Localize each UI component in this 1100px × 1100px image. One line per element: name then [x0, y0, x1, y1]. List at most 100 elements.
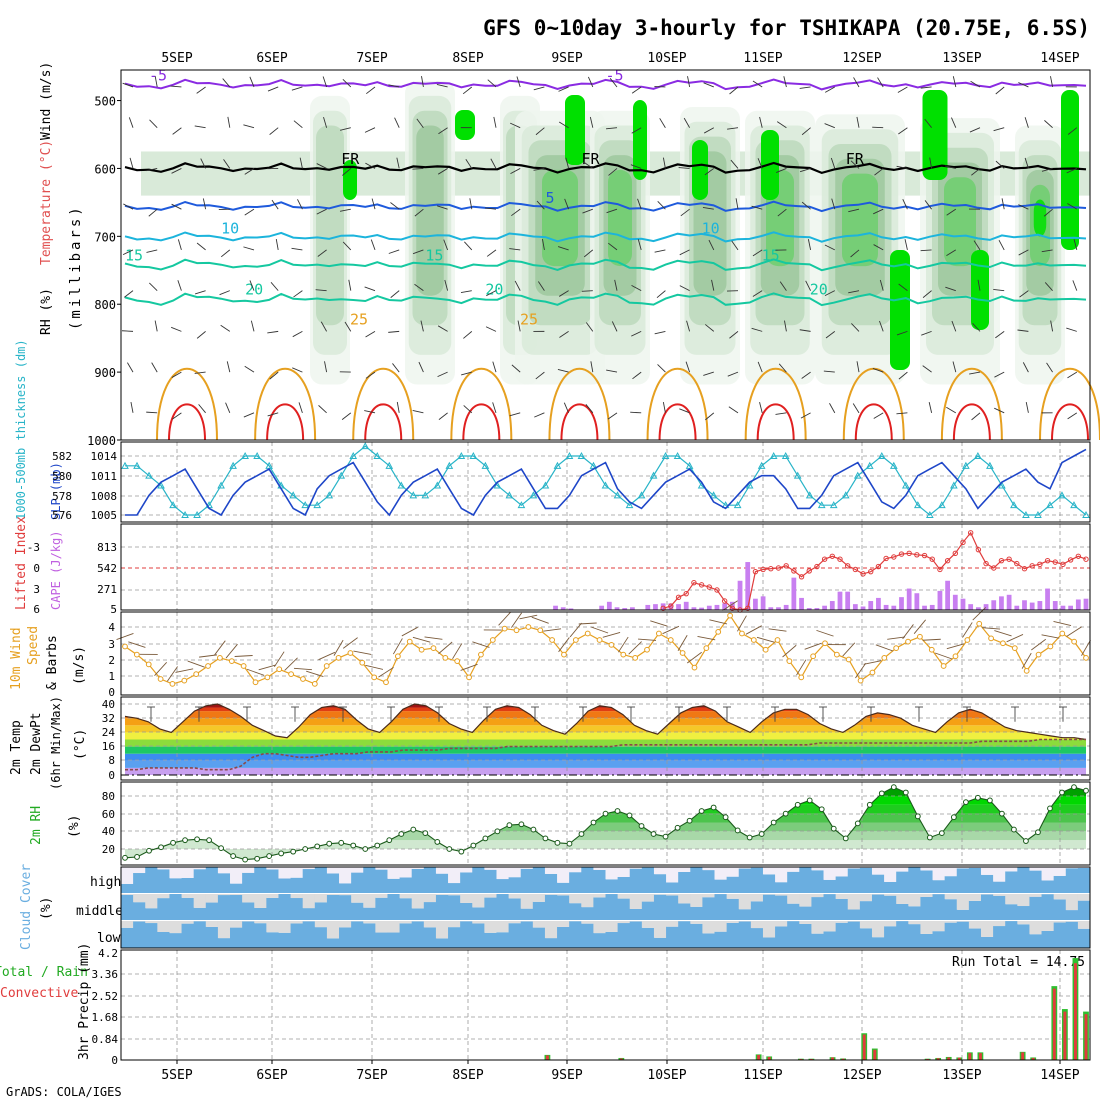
- precip-conv-bar: [957, 1057, 961, 1060]
- cloud-cell: [762, 894, 776, 920]
- cape-bar: [876, 597, 881, 610]
- wind-barb: [390, 290, 400, 298]
- wind-barb: [170, 326, 182, 332]
- cloud-cell: [1041, 930, 1055, 948]
- isotherm-30-loop: [364, 403, 403, 441]
- panel-frame: [120, 611, 1091, 696]
- wind-barb: [757, 361, 763, 373]
- thickness-series-point: [974, 451, 982, 459]
- cloud-cell: [278, 932, 292, 948]
- temp-tick-label: 32: [102, 712, 115, 725]
- cloud-cell-clear: [423, 894, 437, 903]
- isotherm-30-loop: [854, 403, 893, 441]
- rh2m-series-point: [782, 810, 789, 817]
- cloud-cell: [859, 867, 873, 893]
- wind-barb: [631, 330, 642, 337]
- precip-conv-bar: [968, 1053, 972, 1060]
- wind10m-barb: [842, 642, 856, 657]
- wind10m-barb: [768, 628, 787, 632]
- thickness-series-point: [349, 451, 358, 459]
- wind-barb: [388, 330, 400, 333]
- freezing-level-label: FR: [581, 150, 600, 168]
- cloud-cell-clear: [811, 921, 825, 934]
- wind10m-series-point: [703, 645, 710, 652]
- lifted-index-point: [944, 557, 951, 564]
- thickness-series-point: [1082, 510, 1090, 518]
- wind-barb: [412, 167, 424, 170]
- rh2m-series-point: [566, 840, 573, 847]
- cloud-cell: [932, 880, 946, 893]
- wind-barb: [752, 290, 763, 297]
- rh2m-series-point: [914, 813, 921, 820]
- cloud-cell: [714, 931, 728, 948]
- wind10m-series-point: [525, 624, 532, 630]
- wind-barb: [729, 86, 739, 95]
- rh2m-series-point: [398, 831, 405, 837]
- cape-bar: [568, 608, 574, 610]
- cape-bar: [676, 604, 681, 610]
- wind-barb: [437, 168, 448, 175]
- wind-barb: [291, 247, 303, 251]
- cloud-cell: [181, 923, 195, 948]
- wind-barb: [778, 363, 787, 373]
- wind-barb: [879, 320, 884, 332]
- wind10m-barb: [175, 668, 194, 673]
- wind10m-series-point: [335, 654, 342, 661]
- wind10m-barb: [737, 615, 747, 632]
- wind10m-series-point: [371, 674, 378, 681]
- wind10m-barb: [796, 659, 807, 676]
- rh-shade: [842, 173, 878, 267]
- wind10m-series-point: [632, 654, 639, 661]
- rh2m-series-point: [698, 808, 705, 814]
- wind-barb: [536, 200, 545, 210]
- cloud-cell: [702, 870, 716, 893]
- wind-barb: [122, 82, 134, 88]
- isotherm-25-loop: [548, 367, 611, 441]
- wind10m-series-point: [964, 637, 971, 643]
- cape-bar: [822, 605, 827, 610]
- wind-barb: [396, 157, 400, 169]
- wind10m-series-point: [240, 663, 247, 669]
- thickness-series-point: [745, 481, 754, 489]
- cloud-cell-clear: [666, 921, 679, 927]
- wind-barb: [348, 279, 352, 291]
- isotherm-25-label: 25: [520, 311, 538, 329]
- lifted-index-point: [791, 568, 797, 574]
- thickness-series-point: [421, 491, 430, 499]
- lifted-index-point: [929, 556, 935, 562]
- wind-barb: [896, 165, 908, 169]
- precip-conv-bar: [841, 1058, 845, 1060]
- wind-barb: [1067, 412, 1078, 420]
- cloud-cell-clear: [508, 921, 522, 924]
- precip-tick-label: 2.52: [92, 990, 119, 1003]
- precip-conv-bar: [1084, 1014, 1088, 1060]
- panel-frame: [120, 523, 1091, 611]
- lifted-index-point: [875, 563, 882, 570]
- thickness-series-point: [769, 451, 778, 459]
- thickness-series-point: [1070, 501, 1078, 509]
- cloud-cell: [435, 894, 449, 920]
- cloud-cell: [423, 902, 437, 920]
- cloud-cell-clear: [593, 867, 606, 870]
- cape-bar: [683, 601, 689, 610]
- wind10m-barb: [438, 641, 453, 655]
- cape-bar: [829, 601, 835, 610]
- rh2m-series-point: [962, 799, 969, 806]
- cloud-cell-clear: [435, 894, 449, 895]
- cloud-cell: [1065, 910, 1079, 920]
- lifted-index-point: [891, 554, 897, 560]
- cloud-cell: [339, 895, 352, 920]
- thickness-series-point: [613, 491, 622, 499]
- rh2m-series-point: [206, 837, 212, 844]
- rh2m-series-point: [1023, 838, 1029, 844]
- wind10m-barb: [392, 638, 403, 655]
- rh2m-series-point: [890, 784, 897, 791]
- wind-barb: [922, 365, 932, 373]
- wind-barb: [801, 201, 811, 210]
- wind-barb: [226, 361, 231, 373]
- cloud-cell: [908, 906, 921, 920]
- isotherm-15-label: 15: [762, 246, 780, 264]
- li-tick-label: 0: [33, 562, 40, 575]
- cloud-cell-clear: [762, 867, 776, 875]
